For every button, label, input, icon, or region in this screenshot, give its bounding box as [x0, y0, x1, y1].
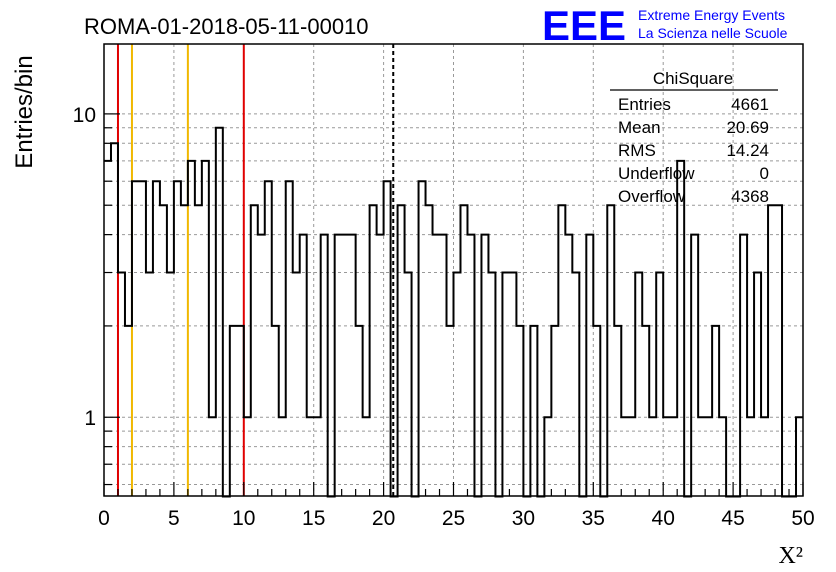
stats-row-value: 4368: [731, 187, 769, 206]
x-tick-label: 40: [652, 507, 675, 530]
stats-row-value: 14.24: [726, 141, 769, 160]
x-tick-label: 35: [582, 507, 605, 530]
stats-box: ChiSquare Entries 4661 Mean 20.69 RMS 14.24 Un…: [610, 69, 778, 206]
y-axis-label: Entries/bin: [11, 55, 38, 168]
stats-row-value: 20.69: [726, 118, 769, 137]
x-tick-label: 30: [512, 507, 535, 530]
x-axis: 0 5 10 15 20 25 30 35 40 45 50: [98, 482, 815, 530]
stats-row-value: 4661: [731, 95, 769, 114]
x-tick-label: 45: [721, 507, 744, 530]
x-tick-label: 15: [302, 507, 325, 530]
y-tick-label: 10: [73, 104, 96, 127]
reference-lines: [116, 44, 395, 496]
logo-line2: La Scienza nelle Scuole: [638, 25, 788, 41]
stats-row-label: Underflow: [618, 164, 695, 183]
stats-row-label: Entries: [618, 95, 671, 114]
x-tick-label: 50: [791, 507, 814, 530]
stats-row-label: Overflow: [618, 187, 686, 206]
x-axis-label: X²: [778, 543, 803, 569]
x-tick-label: 25: [442, 507, 465, 530]
histogram-series: [104, 126, 803, 498]
x-tick-label: 5: [168, 507, 180, 530]
y-tick-label: 1: [84, 407, 96, 430]
x-tick-label: 10: [232, 507, 255, 530]
x-tick-label: 0: [98, 507, 110, 530]
stats-row-label: RMS: [618, 141, 656, 160]
y-axis: 1 10: [73, 104, 120, 486]
stats-title: ChiSquare: [653, 69, 733, 88]
stats-row-value: 0: [760, 164, 769, 183]
chart-title: ROMA-01-2018-05-11-00010: [84, 14, 369, 39]
x-tick-label: 20: [372, 507, 395, 530]
stats-row-label: Mean: [618, 118, 661, 137]
eee-logo: EEE Extreme Energy Events La Scienza nel…: [542, 2, 788, 49]
logo-mark: EEE: [542, 2, 626, 49]
logo-line1: Extreme Energy Events: [638, 7, 785, 23]
